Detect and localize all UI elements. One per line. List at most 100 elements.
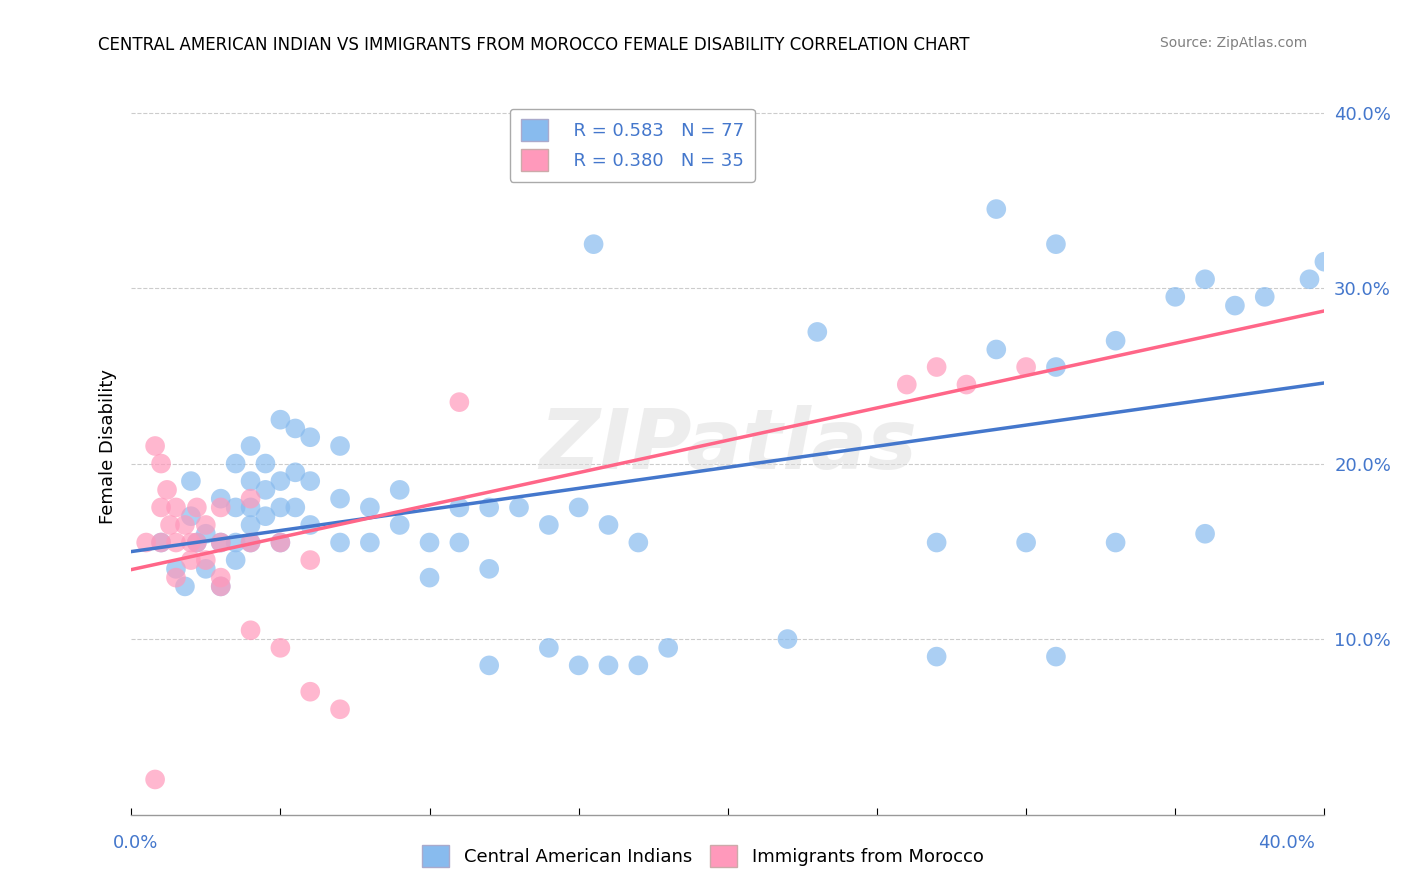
Point (1164, 290, 1187, 304)
Point (254, 457, 277, 471)
Point (143, 772, 166, 787)
Point (165, 535, 187, 549)
Point (598, 518, 620, 533)
Point (955, 377, 977, 392)
Point (284, 500, 307, 515)
Point (186, 535, 208, 549)
Point (150, 535, 173, 549)
Point (209, 500, 232, 515)
Point (329, 535, 352, 549)
Point (299, 474, 322, 488)
Point (165, 571, 187, 585)
Point (254, 509, 277, 524)
Point (269, 640, 291, 655)
Point (225, 553, 247, 567)
Point (150, 535, 173, 549)
Point (419, 535, 441, 549)
Point (225, 500, 247, 515)
Point (209, 491, 232, 506)
Point (143, 439, 166, 453)
Point (194, 526, 217, 541)
Point (299, 518, 322, 533)
Point (299, 553, 322, 567)
Point (1313, 254, 1336, 268)
Point (329, 702, 352, 716)
Point (209, 535, 232, 549)
Point (174, 579, 197, 593)
Point (627, 658, 650, 673)
Point (986, 202, 1008, 216)
Point (419, 571, 441, 585)
Point (165, 500, 187, 515)
Point (1254, 290, 1277, 304)
Point (598, 658, 620, 673)
Point (359, 500, 381, 515)
Point (239, 439, 262, 453)
Point (449, 395, 471, 409)
Text: 40.0%: 40.0% (1258, 834, 1315, 852)
Point (135, 535, 157, 549)
Point (925, 535, 948, 549)
Point (776, 632, 799, 646)
Point (1045, 237, 1067, 252)
Point (239, 518, 262, 533)
Point (174, 518, 197, 533)
Point (925, 649, 948, 664)
Point (194, 553, 217, 567)
Point (180, 509, 202, 524)
Point (209, 535, 232, 549)
Text: CENTRAL AMERICAN INDIAN VS IMMIGRANTS FROM MOROCCO FEMALE DISABILITY CORRELATION: CENTRAL AMERICAN INDIAN VS IMMIGRANTS FR… (98, 36, 970, 54)
Point (388, 518, 411, 533)
Point (896, 377, 918, 392)
Legend: Central American Indians, Immigrants from Morocco: Central American Indians, Immigrants fro… (415, 838, 991, 874)
Point (239, 624, 262, 638)
Point (1015, 359, 1038, 374)
Point (1298, 272, 1320, 286)
Point (194, 518, 217, 533)
Point (180, 474, 202, 488)
Point (269, 474, 291, 488)
Point (269, 412, 291, 426)
Point (1104, 535, 1126, 549)
Point (582, 237, 605, 252)
Point (284, 466, 307, 480)
Point (209, 579, 232, 593)
Legend:   R = 0.583   N = 77,   R = 0.380   N = 35: R = 0.583 N = 77, R = 0.380 N = 35 (510, 109, 755, 182)
Point (449, 500, 471, 515)
Point (568, 658, 591, 673)
Text: 0.0%: 0.0% (112, 834, 157, 852)
Point (239, 474, 262, 488)
Point (269, 500, 291, 515)
Point (186, 500, 208, 515)
Point (925, 359, 948, 374)
Point (1223, 299, 1246, 313)
Point (254, 483, 277, 497)
Point (329, 439, 352, 453)
Point (478, 562, 501, 576)
Point (165, 562, 187, 576)
Point (329, 491, 352, 506)
Point (156, 483, 179, 497)
Point (186, 535, 208, 549)
Point (180, 553, 202, 567)
Point (537, 640, 560, 655)
Point (159, 518, 181, 533)
Point (269, 535, 291, 549)
Point (627, 535, 650, 549)
Point (239, 500, 262, 515)
Point (1104, 334, 1126, 348)
Point (284, 421, 307, 435)
Point (986, 343, 1008, 357)
Point (209, 579, 232, 593)
Point (299, 430, 322, 444)
Point (1194, 526, 1216, 541)
Point (359, 535, 381, 549)
Y-axis label: Female Disability: Female Disability (100, 368, 117, 524)
Point (150, 457, 173, 471)
Point (1045, 359, 1067, 374)
Point (806, 325, 828, 339)
Point (508, 500, 530, 515)
Point (478, 658, 501, 673)
Point (537, 518, 560, 533)
Point (194, 562, 217, 576)
